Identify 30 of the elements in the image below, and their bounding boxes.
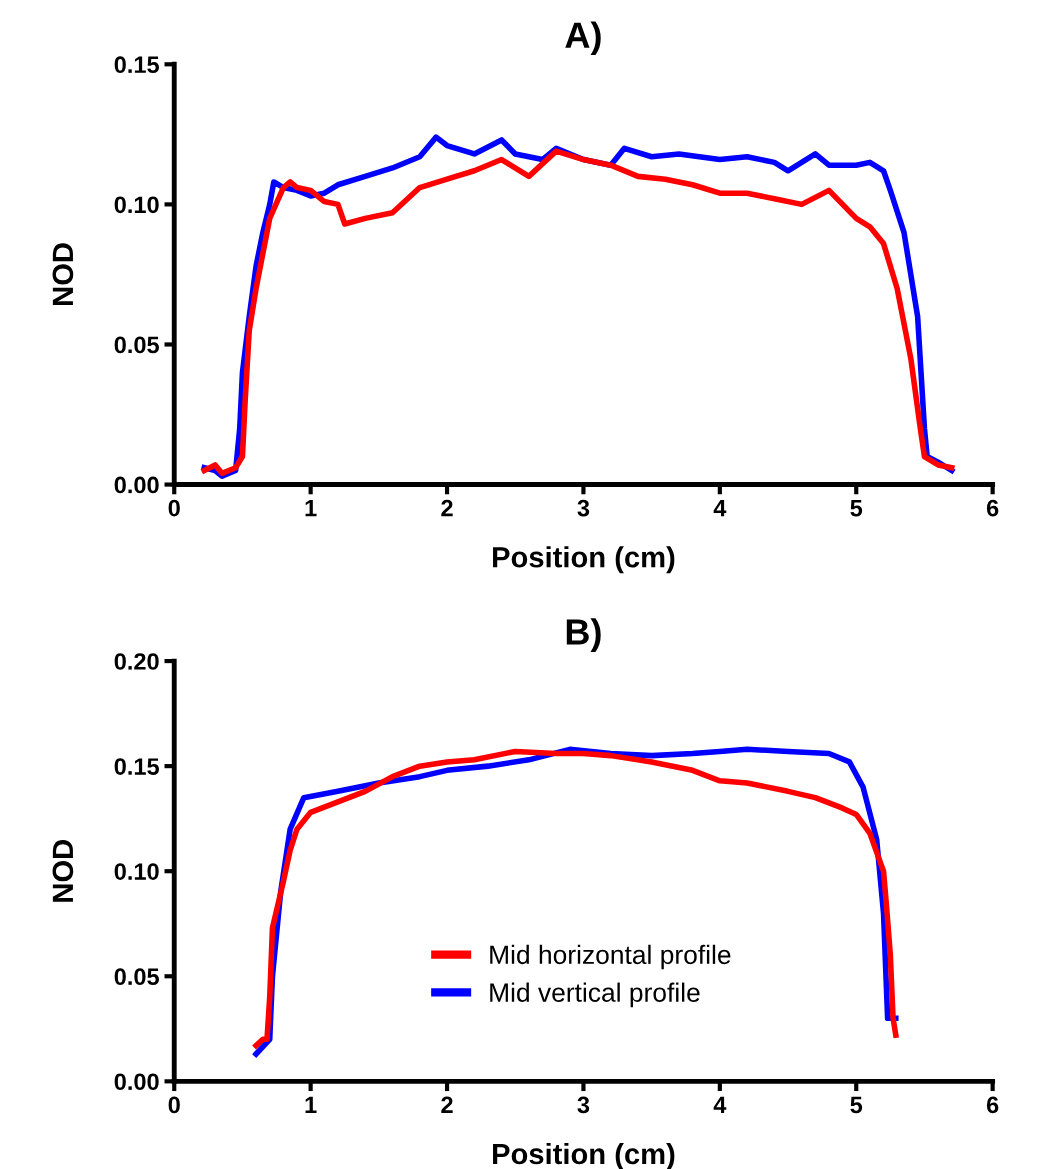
y-tick-label: 0.10 [114,863,159,880]
x-tick-label: 0 [168,1096,180,1114]
y-tick-label: 0.15 [114,56,159,74]
x-tick-label: 1 [305,500,317,517]
x-tick-label: 5 [850,500,863,517]
y-tick-label: 0.00 [114,476,159,494]
x-tick-label: 1 [305,1096,317,1114]
y-tick-label: 0.15 [114,758,159,775]
x-tick-label: 4 [713,1096,727,1114]
x-tick-label: 3 [577,499,590,517]
y-tick-label: 0.00 [114,1073,159,1091]
x-tick-label: 2 [441,499,453,517]
y-tick-label: 0.05 [114,336,159,354]
x-tick-label: 5 [850,1096,863,1114]
legend-label: Mid horizontal profile [490,944,731,970]
chart-title: A) [565,21,601,56]
x-tick-label: 6 [986,1096,999,1114]
x-tick-label: 4 [713,500,727,517]
y-axis-title: NOD [52,243,74,305]
x-tick-label: 3 [577,1096,590,1114]
legend-label: Mid vertical profile [490,982,700,1008]
y-tick-label: 0.20 [114,653,159,670]
chart-title: B) [566,618,601,652]
y-tick-label: 0.10 [114,196,159,214]
x-tick-label: 2 [441,1096,453,1114]
y-tick-label: 0.05 [114,968,159,986]
x-axis-title: Position (cm) [493,546,675,574]
x-tick-label: 0 [168,499,180,517]
y-axis-title: NOD [52,840,74,902]
x-tick-label: 6 [986,499,999,517]
